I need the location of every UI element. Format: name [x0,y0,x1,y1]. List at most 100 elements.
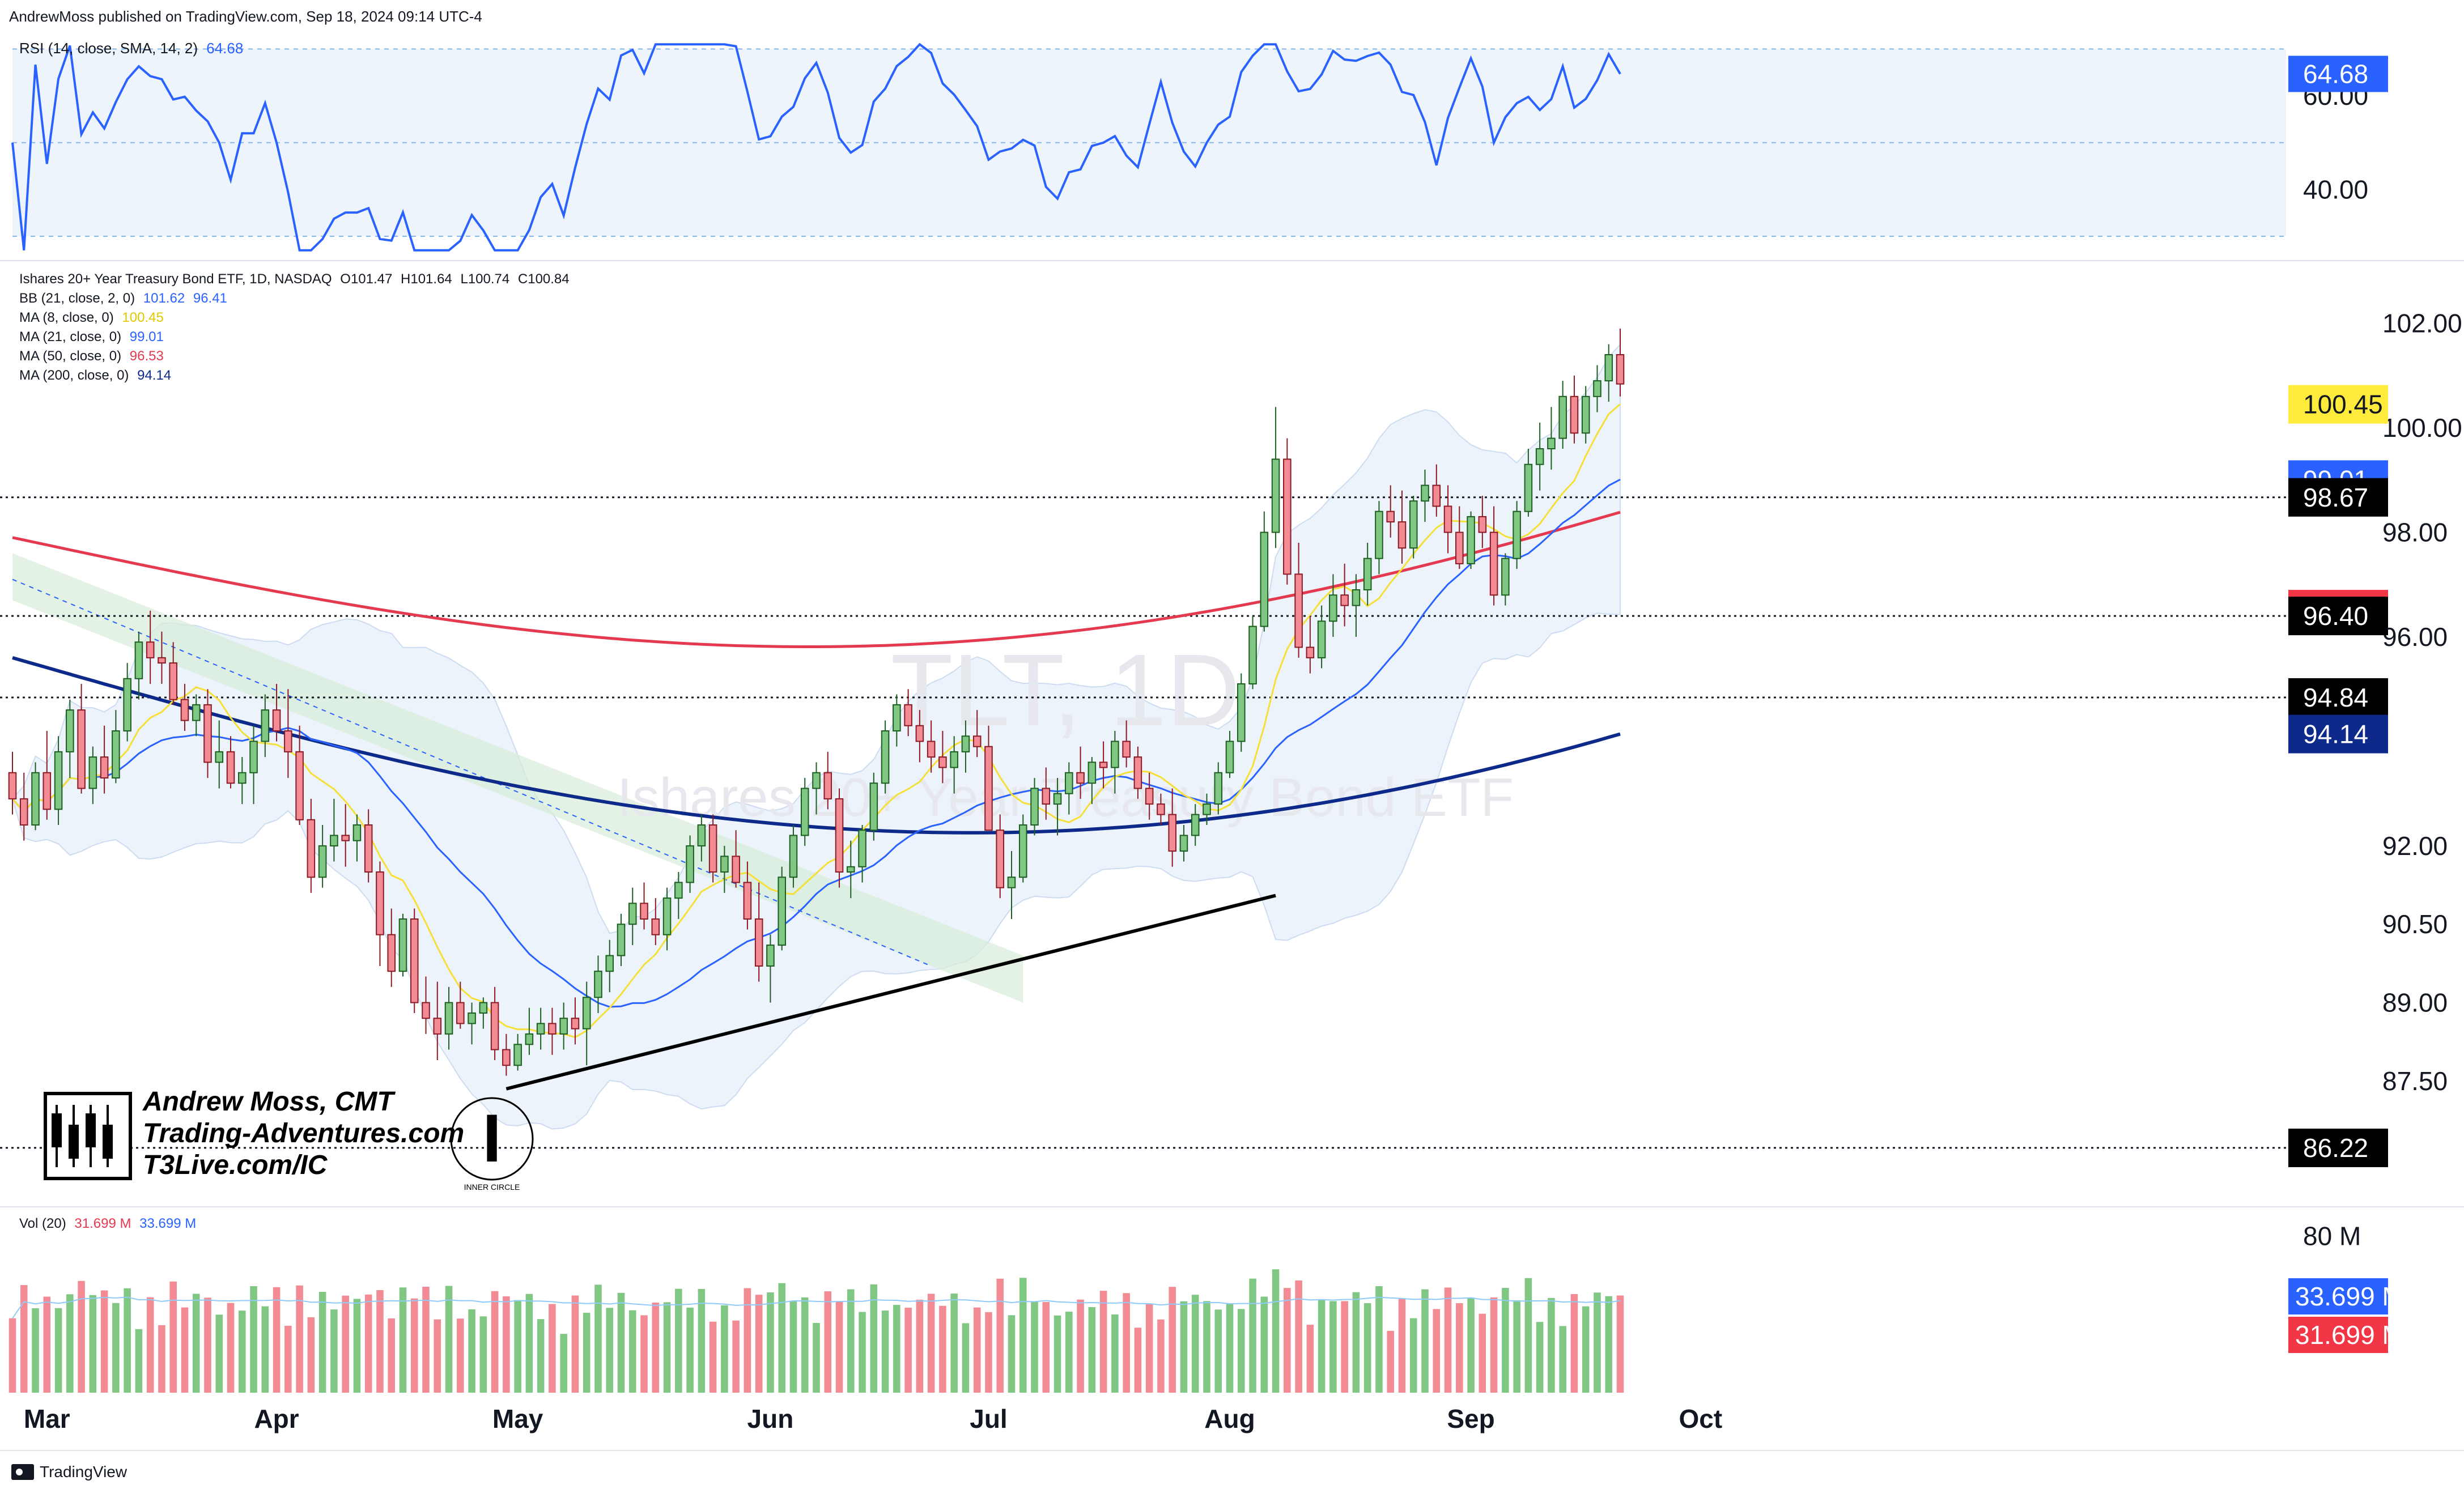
volume-bar [675,1288,682,1393]
ma50-legend[interactable]: MA (50, close, 0) 96.53 [19,347,570,366]
ma200-legend[interactable]: MA (200, close, 0) 94.14 [19,366,570,385]
volume-bar [571,1295,579,1393]
volume-bar [1191,1295,1199,1393]
candle-body [754,918,763,967]
volume-bar [1467,1297,1475,1393]
volume-bar [1180,1301,1188,1393]
ma8-legend[interactable]: MA (8, close, 0) 100.45 [19,308,570,327]
ohlc-open: O101.47 [340,271,393,287]
branding-line: T3Live.com/IC [143,1150,328,1180]
candle-body [1179,835,1188,852]
support-trendline [505,894,1276,1091]
volume-bar [1341,1301,1348,1393]
candle-body [123,678,131,732]
candle-body [1363,558,1372,591]
price-label-box [2288,1128,2388,1167]
ohlc-low: L100.74 [460,271,510,287]
bb-legend[interactable]: BB (21, close, 2, 0) 101.62 96.41 [19,289,570,308]
candle-body [548,1023,556,1035]
ma50-legend-label: MA (50, close, 0) [19,348,122,364]
logo-body [86,1113,96,1147]
volume-bar [1433,1309,1441,1393]
price-label-box [2288,714,2388,754]
candle-body [800,788,809,836]
trend-channel [12,553,1023,1003]
volume-bar [78,1280,85,1393]
candle-body [1501,558,1510,596]
volume-bar [950,1294,958,1393]
candle-body [77,709,86,789]
volume-bar [399,1287,407,1393]
ma8-legend-label: MA (8, close, 0) [19,310,114,325]
volume-bar [468,1309,475,1393]
candle-body [1558,395,1567,439]
symbol-legend[interactable]: Ishares 20+ Year Treasury Bond ETF, 1D, … [19,270,570,289]
candle-body [284,730,292,752]
candle-body [1547,437,1556,449]
price-tick-label: 102.00 [2382,309,2462,338]
footer-brand[interactable]: TradingView [11,1463,127,1481]
volume-bar [1329,1301,1337,1393]
volume-bar [342,1295,349,1393]
candle-body [893,704,901,732]
volume-bar [1169,1287,1176,1393]
volume-legend[interactable]: Vol (20) 31.699 M 33.699 M [19,1216,196,1232]
candle-body [8,772,17,799]
candle-body [295,751,304,820]
candle-body [984,746,993,831]
volume-bar [594,1284,602,1393]
volume-bar [1203,1301,1210,1393]
volume-bar [422,1286,430,1393]
candle-body [180,699,189,721]
candle-body [996,829,1005,888]
candle-body [1524,463,1533,512]
candle-body [1593,380,1601,397]
volume-bar [893,1305,900,1393]
candle-body [835,798,844,873]
volume-bar [318,1292,326,1393]
rsi-legend-label: RSI (14, close, SMA, 14, 2) [19,40,198,57]
volume-bar [881,1311,889,1393]
candle-body [422,1002,430,1019]
main-legend[interactable]: Ishares 20+ Year Treasury Bond ETF, 1D, … [19,270,570,385]
watermark-symbol: TLT, 1D [891,633,1241,747]
volume-bar [549,1304,556,1393]
candle-body [904,704,912,726]
volume-bar [192,1294,200,1393]
ohlc-close: C100.84 [517,271,570,287]
ma21-legend[interactable]: MA (21, close, 0) 99.01 [19,327,570,347]
volume-bar [835,1301,843,1393]
tradingview-logo-icon [11,1464,34,1480]
price-tick-label: 92.00 [2382,831,2448,861]
candle-body [571,1018,580,1029]
candle-body [605,955,614,972]
volume-label-box [2288,1317,2388,1353]
candle-body [1352,589,1361,606]
candle-body [1317,620,1326,658]
volume-bar [652,1302,660,1393]
candle-body [1145,788,1154,805]
volume-bar [721,1305,728,1393]
volume-bar [686,1307,694,1393]
candle-body [743,882,752,920]
candle-body [1225,741,1234,773]
candle-body [1191,814,1200,836]
volume-bar [1398,1299,1406,1393]
price-label-text: 94.84 [2303,683,2368,712]
price-label-text: 98.67 [2303,483,2368,512]
candle-body [352,824,362,841]
candle-body [1513,510,1521,559]
candle-body [674,882,683,899]
candle-body [1076,772,1085,784]
volume-bar [388,1318,396,1393]
candle-body [1122,741,1131,758]
candle-body [662,897,672,935]
candle-body [376,871,384,935]
candle-body [215,751,224,763]
rsi-label-text: 64.68 [2303,59,2368,88]
volume-bar [250,1286,257,1393]
candle-body [812,772,821,789]
candle-body [961,735,970,752]
rsi-legend[interactable]: RSI (14, close, SMA, 14, 2) 64.68 [19,40,243,57]
logo-body [52,1113,62,1147]
